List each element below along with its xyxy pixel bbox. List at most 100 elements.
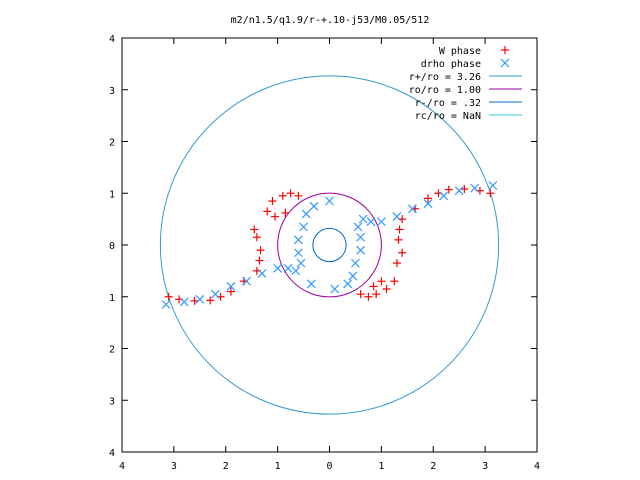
data-point <box>263 207 272 216</box>
data-point <box>353 222 363 232</box>
data-point <box>364 292 373 301</box>
data-point <box>439 191 449 201</box>
data-point <box>268 197 277 206</box>
data-point <box>306 279 316 289</box>
data-point <box>488 181 498 190</box>
series-w-phase <box>164 185 495 305</box>
data-point <box>293 248 303 258</box>
y-tick-label: 1 <box>109 189 115 200</box>
x-tick-label: 1 <box>378 461 384 472</box>
data-point <box>351 258 360 268</box>
data-point <box>195 294 205 304</box>
data-point <box>377 277 386 286</box>
legend-marker <box>500 58 510 68</box>
data-point <box>296 258 306 268</box>
data-point <box>325 196 334 206</box>
y-tick-label: 4 <box>109 34 115 45</box>
data-point <box>226 281 236 291</box>
data-point <box>226 287 235 296</box>
data-point <box>356 232 366 242</box>
chart-title: m2/n1.5/q1.9/r-+.10-j53/M0.05/512 <box>231 15 430 26</box>
legend-item: ro/ro = 1.00 <box>409 85 522 96</box>
data-point <box>210 289 220 299</box>
data-point <box>190 296 199 305</box>
data-point <box>356 245 366 255</box>
x-tick-label: 4 <box>534 461 540 472</box>
data-point <box>424 194 433 203</box>
x-tick-label: 4 <box>119 461 125 472</box>
data-point <box>257 269 267 278</box>
data-point <box>395 225 404 234</box>
data-point <box>206 296 215 305</box>
legend-marker <box>501 46 509 54</box>
data-point <box>255 256 264 265</box>
data-point <box>309 201 319 211</box>
data-point <box>242 276 251 286</box>
data-point <box>252 233 261 242</box>
legend-item: r-/ro = .32 <box>415 98 522 109</box>
data-point <box>271 212 280 221</box>
data-point <box>444 185 453 194</box>
reference-circles <box>159 75 500 415</box>
data-point <box>369 282 378 291</box>
data-point <box>454 186 464 196</box>
y-tick-label: 2 <box>109 345 115 356</box>
data-point <box>486 189 495 198</box>
legend-label: r-/ro = .32 <box>415 98 481 109</box>
data-point <box>460 185 469 194</box>
legend-label: r+/ro = 3.26 <box>409 72 481 83</box>
circle-roro <box>277 192 382 298</box>
data-point <box>394 235 403 244</box>
data-point <box>372 290 381 299</box>
data-point <box>291 266 301 276</box>
data-point <box>164 292 173 301</box>
legend-item: W phase <box>439 46 509 57</box>
data-point <box>366 217 376 227</box>
x-tick-label: 2 <box>223 461 229 472</box>
data-point <box>281 208 290 217</box>
circle-r+ro <box>159 75 500 415</box>
data-point <box>390 277 399 286</box>
legend-item: drho phase <box>421 58 510 70</box>
data-point <box>250 225 259 234</box>
series-drho-phase <box>161 181 498 309</box>
data-point <box>408 204 417 214</box>
y-tick-label: 3 <box>109 396 115 407</box>
data-point <box>348 271 358 281</box>
y-tick-label: 3 <box>109 86 115 97</box>
y-tick-label: 2 <box>109 138 115 149</box>
legend-item: r+/ro = 3.26 <box>409 72 522 83</box>
y-tick-label: 1 <box>109 293 115 304</box>
x-tick-label: 3 <box>171 461 177 472</box>
y-tick-label: 0 <box>109 241 115 252</box>
circle-r-ro <box>312 227 347 263</box>
data-point <box>283 263 293 273</box>
legend-label: drho phase <box>421 59 481 70</box>
data-point <box>382 284 391 293</box>
legend-item: rc/ro = NaN <box>415 111 522 122</box>
data-point <box>256 246 265 255</box>
data-point <box>294 191 303 200</box>
data-point <box>423 199 433 209</box>
y-tick-label: 4 <box>109 448 115 459</box>
legend-label: W phase <box>439 46 481 57</box>
data-point <box>358 214 368 224</box>
data-point <box>392 259 401 268</box>
data-point <box>299 222 308 232</box>
legend: W phase drho phase r+/ro = 3.26 ro/ro = 1.0… <box>409 46 522 122</box>
data-point <box>278 191 287 200</box>
x-tick-label: 1 <box>275 461 281 472</box>
data-point <box>376 217 386 227</box>
x-tick-label: 3 <box>482 461 488 472</box>
data-point <box>286 189 295 198</box>
data-point <box>343 279 353 289</box>
data-point <box>179 297 189 307</box>
data-point <box>392 212 402 221</box>
data-point <box>301 209 311 219</box>
legend-label: rc/ro = NaN <box>415 111 481 122</box>
data-point <box>330 284 340 294</box>
data-point <box>161 300 171 309</box>
legend-label: ro/ro = 1.00 <box>409 85 481 96</box>
